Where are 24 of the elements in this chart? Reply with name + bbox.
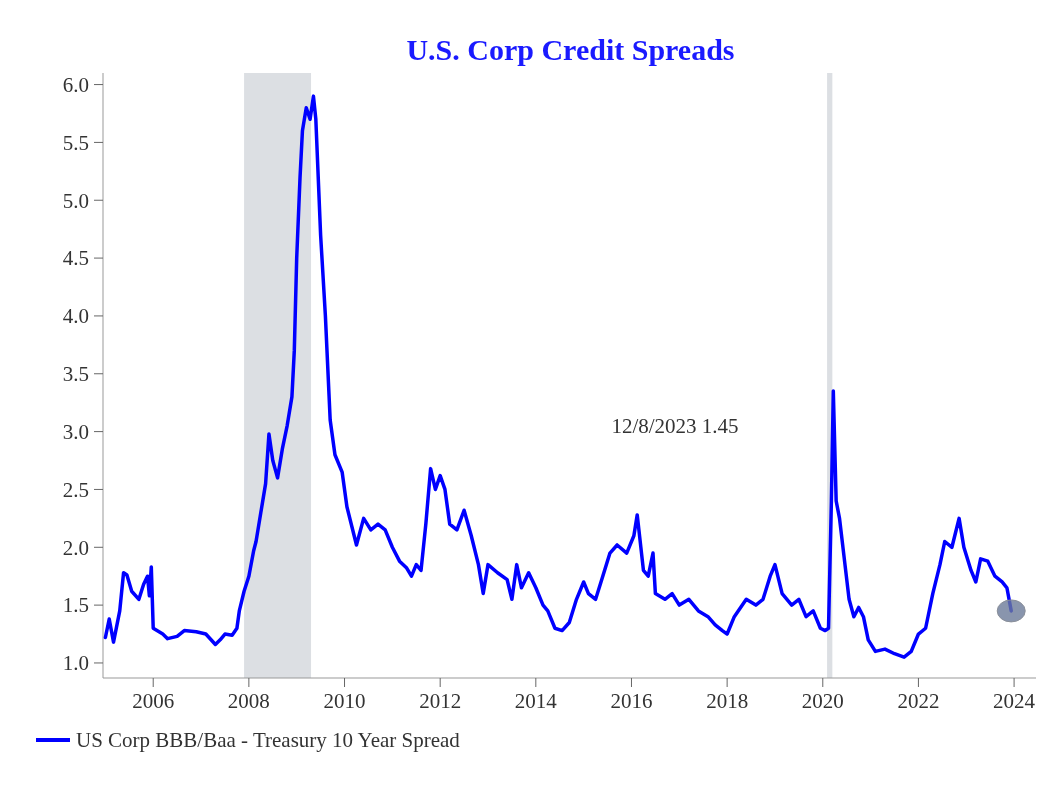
chart-title: U.S. Corp Credit Spreads [406, 33, 735, 66]
annotation: 12/8/2023 1.45 [611, 414, 739, 439]
x-tick-label: 2020 [801, 689, 844, 713]
y-tick-label: 4.5 [62, 246, 89, 271]
y-tick-label: 6.0 [62, 72, 89, 97]
legend-label: US Corp BBB/Baa - Treasury 10 Year Spread [76, 728, 461, 753]
x-tick-label: 2010 [323, 689, 366, 713]
y-tick-label: 1.5 [62, 593, 89, 618]
x-tick-label: 2012 [419, 689, 462, 713]
x-tick-label: 2008 [227, 689, 270, 713]
x-tick-label: 2018 [706, 689, 749, 713]
y-tick-label: 2.0 [62, 535, 89, 560]
y-tick-label: 5.5 [62, 130, 89, 155]
x-tick-label: 2022 [897, 689, 940, 713]
y-tick-label: 1.0 [62, 651, 89, 676]
x-tick-label: 2014 [514, 689, 558, 713]
x-tick-label: 2006 [132, 689, 175, 713]
y-tick-label: 3.5 [62, 362, 89, 387]
y-tick-label: 4.0 [62, 304, 89, 329]
y-tick-label: 3.0 [62, 419, 89, 444]
x-tick-label: 2016 [610, 689, 653, 713]
x-tick-label: 2024 [993, 689, 1036, 713]
y-tick-label: 2.5 [62, 477, 89, 502]
y-tick-label: 5.0 [62, 188, 89, 213]
